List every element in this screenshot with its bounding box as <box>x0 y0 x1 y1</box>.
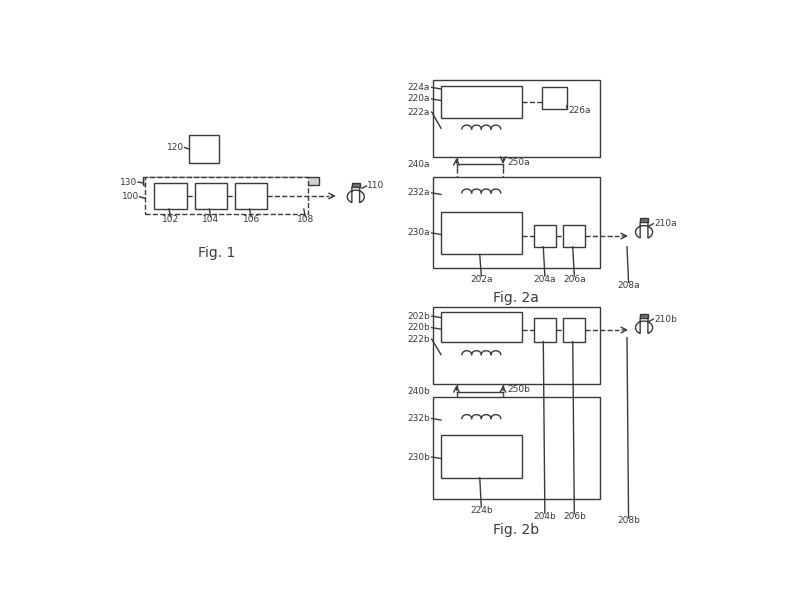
Text: 108: 108 <box>297 215 314 224</box>
Text: 106: 106 <box>242 215 260 224</box>
Polygon shape <box>640 218 648 222</box>
Text: 226a: 226a <box>568 106 590 115</box>
Polygon shape <box>640 314 648 317</box>
Text: 210b: 210b <box>654 314 677 323</box>
Bar <box>534 225 556 247</box>
Bar <box>563 225 585 247</box>
Text: 208a: 208a <box>618 281 640 290</box>
Text: 240a: 240a <box>408 160 430 169</box>
Text: 232b: 232b <box>407 414 430 423</box>
Text: Fig. 1: Fig. 1 <box>198 246 235 260</box>
Text: 222b: 222b <box>407 335 430 344</box>
Text: Fig. 2b: Fig. 2b <box>493 523 539 537</box>
Bar <box>142 178 319 185</box>
Text: 230b: 230b <box>407 452 430 461</box>
Bar <box>235 183 267 209</box>
Bar <box>434 178 600 268</box>
Text: 202a: 202a <box>470 275 493 284</box>
Text: 224a: 224a <box>408 83 430 92</box>
Polygon shape <box>352 183 360 187</box>
Text: 232a: 232a <box>408 188 430 197</box>
Text: 100: 100 <box>122 192 138 201</box>
Text: 208b: 208b <box>617 517 640 526</box>
Text: 202b: 202b <box>407 311 430 320</box>
Text: 206b: 206b <box>563 512 586 521</box>
Bar <box>194 183 227 209</box>
Bar <box>441 86 522 118</box>
Text: 250a: 250a <box>507 158 530 167</box>
Bar <box>441 436 522 478</box>
Bar <box>441 212 522 254</box>
Bar <box>434 80 600 157</box>
Text: 130: 130 <box>120 178 138 187</box>
Text: 120: 120 <box>166 143 184 152</box>
Text: 110: 110 <box>367 181 385 190</box>
Text: 102: 102 <box>162 215 179 224</box>
Bar <box>434 397 600 499</box>
Text: 210a: 210a <box>654 219 677 228</box>
Text: 224b: 224b <box>470 506 493 515</box>
Text: Fig. 2a: Fig. 2a <box>494 290 539 305</box>
Text: 104: 104 <box>202 215 219 224</box>
Text: 240b: 240b <box>407 387 430 396</box>
Bar <box>145 178 308 214</box>
Text: 206a: 206a <box>563 275 586 284</box>
Bar <box>534 319 556 341</box>
Bar <box>441 312 522 341</box>
Bar <box>189 135 218 163</box>
Text: 220a: 220a <box>408 94 430 103</box>
Bar <box>154 183 187 209</box>
Text: 220b: 220b <box>407 323 430 332</box>
Text: 230a: 230a <box>407 229 430 238</box>
Text: 204a: 204a <box>534 275 556 284</box>
Text: 222a: 222a <box>408 107 430 116</box>
Bar <box>542 88 566 109</box>
Text: 204b: 204b <box>534 512 556 521</box>
Bar <box>434 307 600 384</box>
Text: 250b: 250b <box>507 385 530 394</box>
Bar <box>563 319 585 341</box>
